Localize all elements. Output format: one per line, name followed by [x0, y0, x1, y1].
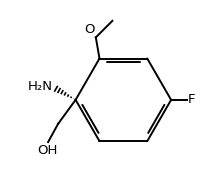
Text: OH: OH: [37, 144, 57, 157]
Text: F: F: [188, 93, 196, 106]
Text: O: O: [84, 23, 95, 36]
Text: H₂N: H₂N: [28, 80, 53, 93]
